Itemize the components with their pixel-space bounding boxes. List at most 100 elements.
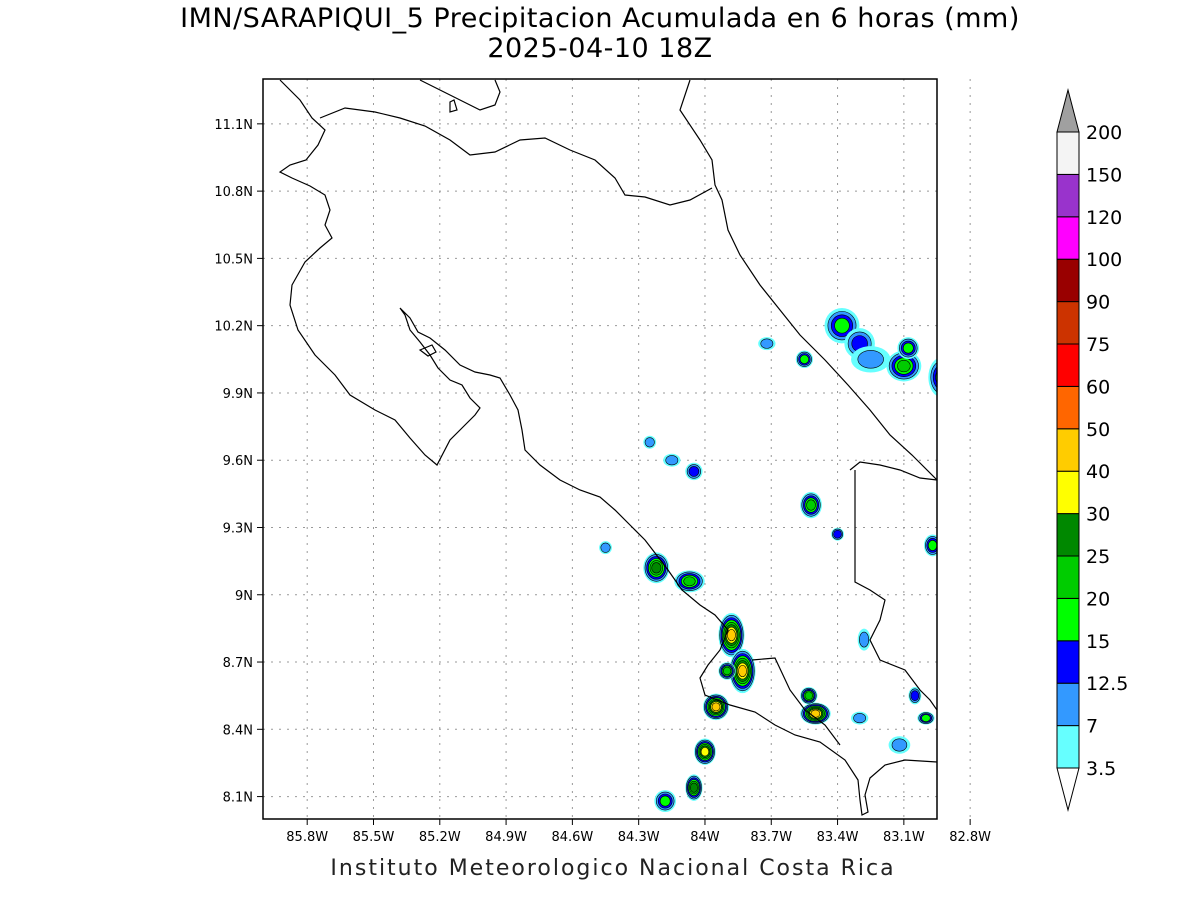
colorbar-level-label: 7 <box>1086 716 1098 738</box>
precip-cell <box>857 628 871 651</box>
lat-tick-label: 8.7N <box>223 656 253 671</box>
colorbar-swatch <box>1056 513 1080 557</box>
precip-contour <box>688 466 700 477</box>
osa-peninsula <box>751 657 841 746</box>
precip-contour <box>910 690 920 701</box>
precipitation-field <box>599 307 977 813</box>
lat-tick-label: 8.4N <box>223 723 253 738</box>
gulf-island <box>418 344 437 357</box>
precip-contour <box>806 499 816 511</box>
precip-cell <box>718 612 745 658</box>
colorbar-level-label: 40 <box>1086 461 1110 483</box>
precip-cell <box>897 337 920 360</box>
colorbar-level-label: 100 <box>1086 249 1122 271</box>
precip-contour <box>711 702 721 712</box>
precip-contour <box>760 338 774 349</box>
precip-cell <box>800 686 818 705</box>
colorbar-level-label: 150 <box>1086 164 1122 186</box>
colorbar-bottom-arrow <box>1056 767 1080 812</box>
lon-tick-label: 84.6W <box>551 830 593 845</box>
precip-contour <box>921 714 931 722</box>
colorbar-swatch <box>1056 343 1080 387</box>
footer-credit: Instituto Meteorologico Nacional Costa R… <box>330 856 896 881</box>
precip-cell <box>800 702 831 725</box>
lon-tick-label: 83.7W <box>750 830 792 845</box>
colorbar-top-arrow <box>1056 88 1080 133</box>
precip-cell <box>654 790 677 813</box>
precip-cell <box>942 384 977 410</box>
precip-contour <box>833 529 842 539</box>
colorbar-level-label: 12.5 <box>1086 673 1128 695</box>
precip-contour <box>834 317 850 334</box>
colorbar-swatch <box>1056 470 1080 515</box>
precip-cell <box>685 774 703 801</box>
precip-contour <box>853 713 867 724</box>
precip-cell <box>888 736 911 754</box>
precip-cell <box>800 491 822 519</box>
colorbar-level-label: 25 <box>1086 546 1110 568</box>
northern-border <box>319 107 713 206</box>
precip-cell <box>718 662 736 680</box>
colorbar-level-label: 30 <box>1086 504 1110 526</box>
lat-tick-label: 9N <box>235 589 253 604</box>
lon-tick-label: 82.8W <box>949 830 991 845</box>
precip-cell <box>758 337 776 351</box>
lat-tick-label: 11.1N <box>214 118 253 133</box>
colorbar-swatch <box>1056 555 1080 599</box>
precip-cell <box>886 350 922 382</box>
precip-cell <box>694 738 716 765</box>
precip-cell <box>702 693 730 721</box>
lat-tick-label: 10.5N <box>214 252 253 267</box>
colorbar-level-label: 3.5 <box>1086 758 1116 780</box>
costa-rica-border <box>278 79 937 816</box>
precip-contour <box>804 691 814 700</box>
precip-contour <box>897 359 911 373</box>
colorbar-level-label: 75 <box>1086 334 1110 356</box>
colorbar-swatch <box>1056 173 1080 218</box>
precip-contour <box>738 664 747 678</box>
panama-border-south <box>854 470 937 711</box>
map-date: 2025-04-10 18Z <box>487 33 713 64</box>
map-frame <box>262 78 938 820</box>
colorbar-swatch <box>1056 131 1080 175</box>
map-title: IMN/SARAPIQUI_5 Precipitacion Acumulada … <box>180 3 1020 34</box>
colorbar-swatch <box>1056 428 1080 472</box>
precip-cell <box>729 648 756 694</box>
precip-contour <box>859 631 870 648</box>
colorbar-swatch <box>1056 640 1080 684</box>
colorbar-swatch <box>1056 385 1080 430</box>
precip-cell <box>674 570 705 593</box>
lat-tick-label: 10.8N <box>214 185 253 200</box>
lon-tick-label: 84.9W <box>485 830 527 845</box>
precip-cell <box>685 462 703 481</box>
colorbar-level-label: 200 <box>1086 122 1122 144</box>
coastline <box>278 79 937 816</box>
precip-contour <box>659 795 671 807</box>
lat-tick-label: 9.3N <box>223 521 253 536</box>
colorbar-level-label: 15 <box>1086 631 1110 653</box>
lon-tick-label: 84W <box>690 830 720 845</box>
colorbar-swatch <box>1056 682 1080 727</box>
precip-contour <box>690 782 698 793</box>
colorbar-swatch <box>1056 597 1080 642</box>
precip-cell <box>851 346 891 373</box>
precip-cell <box>831 527 844 541</box>
precip-cell <box>928 358 937 396</box>
caribbean-coast <box>679 79 937 481</box>
precip-contour <box>902 342 914 354</box>
color-legend: 3.5 7 12.5 15 20 25 30 40 50 60 75 90 100 120 150 200 <box>1056 88 1128 812</box>
precip-contour <box>932 366 937 388</box>
colorbar-level-label: 60 <box>1086 376 1110 398</box>
lon-tick-label: 83.4W <box>817 830 859 845</box>
lon-tick-label: 85.5W <box>353 830 395 845</box>
precip-contour <box>799 354 810 364</box>
precip-cell <box>851 711 869 725</box>
precip-contour <box>927 540 937 551</box>
precip-contour <box>683 576 696 587</box>
colorbar-swatch <box>1056 258 1080 303</box>
precip-cell <box>824 307 860 344</box>
map-grid <box>263 79 971 819</box>
precip-contour <box>948 389 971 407</box>
lon-tick-label: 85.8W <box>286 830 328 845</box>
